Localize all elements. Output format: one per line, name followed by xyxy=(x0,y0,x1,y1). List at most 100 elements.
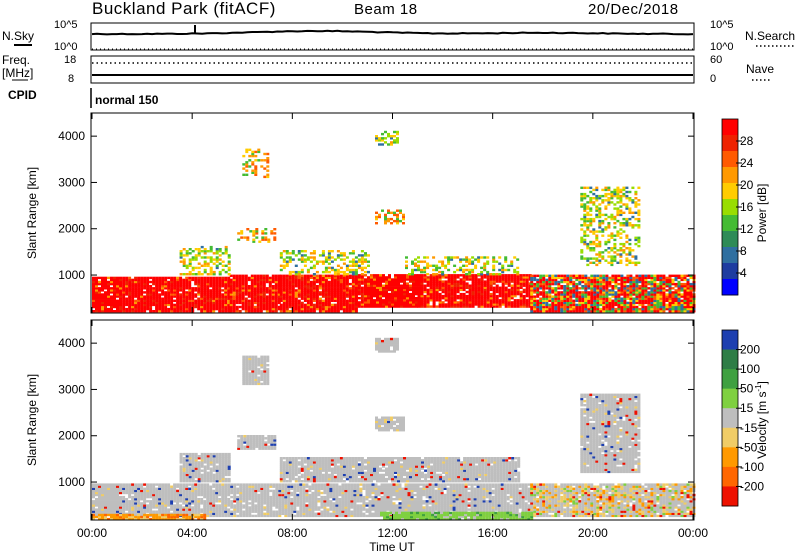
range-cell xyxy=(173,508,176,510)
range-cell xyxy=(382,303,385,305)
range-cell xyxy=(445,299,448,301)
range-cell xyxy=(439,293,442,295)
range-cell xyxy=(188,277,191,279)
range-cell xyxy=(227,486,230,488)
range-cell xyxy=(635,289,638,291)
range-cell xyxy=(388,280,391,282)
range-cell xyxy=(140,490,143,492)
range-cell xyxy=(355,303,358,305)
range-cell xyxy=(170,300,173,302)
range-cell xyxy=(684,295,687,297)
range-cell xyxy=(207,263,210,265)
range-cell xyxy=(477,258,480,260)
range-cell xyxy=(607,201,610,203)
range-cell xyxy=(411,261,414,263)
range-cell xyxy=(526,303,529,305)
range-cell xyxy=(604,249,607,251)
range-cell xyxy=(122,498,125,500)
range-cell xyxy=(239,488,242,490)
range-cell xyxy=(502,278,505,280)
range-cell xyxy=(203,492,206,494)
range-cell xyxy=(200,310,203,312)
range-cell xyxy=(239,285,242,287)
range-cell xyxy=(216,265,219,267)
range-cell xyxy=(451,278,454,280)
range-cell xyxy=(131,492,134,494)
range-cell xyxy=(484,297,487,299)
range-cell xyxy=(586,212,589,214)
range-cell xyxy=(155,498,158,500)
range-cell xyxy=(526,276,529,278)
range-cell xyxy=(614,275,617,277)
range-cell xyxy=(569,298,572,300)
range-cell xyxy=(242,277,245,279)
range-cell xyxy=(210,256,213,258)
range-cell xyxy=(619,249,622,251)
range-cell xyxy=(605,295,608,297)
range-cell xyxy=(328,252,331,254)
range-cell xyxy=(358,254,361,256)
range-cell xyxy=(204,252,207,254)
range-cell xyxy=(690,298,693,300)
range-cell xyxy=(514,276,517,278)
range-cell xyxy=(472,280,475,282)
range-cell xyxy=(426,263,429,265)
range-cell xyxy=(337,310,340,312)
range-cell xyxy=(206,295,209,297)
range-cell xyxy=(146,490,149,492)
range-cell xyxy=(245,163,248,165)
range-cell xyxy=(134,511,137,513)
range-cell xyxy=(620,275,623,277)
range-cell xyxy=(140,293,143,295)
range-cell xyxy=(596,295,599,297)
range-cell xyxy=(355,310,358,312)
range-cell xyxy=(675,283,678,285)
range-cell xyxy=(173,498,176,500)
range-cell xyxy=(134,508,137,510)
range-cell xyxy=(346,287,349,289)
range-cell xyxy=(206,289,209,291)
range-cell xyxy=(472,299,475,301)
range-cell xyxy=(242,490,245,492)
range-cell xyxy=(209,513,212,515)
range-cell xyxy=(418,289,421,291)
range-cell xyxy=(560,277,563,279)
range-cell xyxy=(508,293,511,295)
range-cell xyxy=(638,310,641,312)
range-cell xyxy=(505,301,508,303)
range-cell xyxy=(511,303,514,305)
range-cell xyxy=(595,257,598,259)
range-cell xyxy=(364,280,367,282)
range-cell xyxy=(203,488,206,490)
range-cell xyxy=(213,271,216,273)
range-cell xyxy=(110,496,113,498)
range-cell xyxy=(572,306,575,308)
range-cell xyxy=(143,283,146,285)
range-cell xyxy=(173,488,176,490)
range-cell xyxy=(242,295,245,297)
range-cell xyxy=(301,293,304,295)
range-cell xyxy=(460,289,463,291)
range-cell xyxy=(292,283,295,285)
range-cell xyxy=(215,298,218,300)
range-cell xyxy=(286,295,289,297)
range-cell xyxy=(370,276,373,278)
range-cell xyxy=(590,300,593,302)
range-cell xyxy=(167,310,170,312)
range-cell xyxy=(424,301,427,303)
range-cell xyxy=(236,293,239,295)
range-cell xyxy=(161,504,164,506)
range-cell xyxy=(599,289,602,291)
range-cell xyxy=(617,283,620,285)
range-cell xyxy=(607,224,610,226)
range-cell xyxy=(578,287,581,289)
range-cell xyxy=(681,300,684,302)
range-cell xyxy=(533,302,536,304)
range-cell xyxy=(137,302,140,304)
range-cell xyxy=(611,300,614,302)
range-cell xyxy=(539,308,542,310)
range-cell xyxy=(477,261,480,263)
range-cell xyxy=(201,256,204,258)
range-cell xyxy=(119,498,122,500)
range-cell xyxy=(355,280,358,282)
